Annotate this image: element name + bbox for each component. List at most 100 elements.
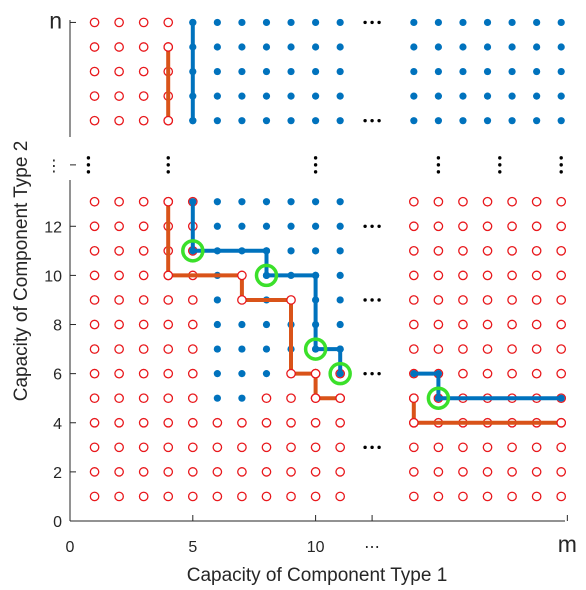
- failure-point: [482, 245, 493, 256]
- failure-point: [408, 295, 419, 305]
- failure-point: [261, 467, 272, 477]
- minimal-point-marker: [303, 337, 328, 361]
- failure-point: [531, 221, 542, 232]
- failure-point: [458, 344, 468, 354]
- failure-point: [89, 196, 100, 207]
- failure-point: [89, 245, 100, 256]
- success-point: [213, 92, 221, 100]
- success-point: [238, 67, 246, 76]
- failure-point: [163, 42, 174, 52]
- success-point: [312, 345, 320, 353]
- failure-point: [114, 17, 124, 28]
- failure-point: [89, 368, 100, 379]
- failure-point: [163, 196, 174, 207]
- success-point: [434, 117, 442, 125]
- y-tick-label: n: [49, 7, 62, 33]
- failure-point: [187, 344, 198, 354]
- success-point: [557, 394, 565, 402]
- failure-point: [531, 491, 542, 502]
- failure-point: [138, 442, 149, 453]
- failure-point: [507, 442, 517, 453]
- failure-point: [433, 344, 444, 354]
- failure-point: [482, 319, 493, 330]
- vertical-ellipsis-dot: [436, 170, 441, 174]
- success-point: [287, 43, 295, 51]
- success-point: [287, 247, 295, 255]
- failure-point: [531, 344, 542, 354]
- success-point: [238, 394, 246, 402]
- y-tick-label: 4: [53, 416, 62, 433]
- failure-point: [89, 17, 100, 28]
- y-tick-label: 0: [53, 514, 62, 531]
- success-point: [557, 117, 565, 125]
- failure-point: [163, 344, 174, 354]
- horizontal-ellipsis-dot: [377, 371, 381, 376]
- success-point: [336, 345, 344, 353]
- y-tick-label: ⋮: [46, 158, 62, 175]
- failure-point: [237, 270, 247, 281]
- success-point: [287, 92, 295, 100]
- points-layer: [89, 17, 567, 502]
- failure-point: [138, 368, 149, 379]
- success-point: [483, 43, 492, 51]
- success-point: [262, 117, 271, 125]
- y-tick-label: 12: [44, 219, 62, 236]
- success-point: [213, 222, 221, 230]
- horizontal-ellipsis-dot: [370, 20, 374, 25]
- success-point: [213, 370, 221, 378]
- x-tick-label: 0: [66, 539, 75, 556]
- success-point: [262, 370, 271, 378]
- success-point: [213, 345, 221, 353]
- vertical-ellipsis-dot: [313, 156, 318, 160]
- success-point: [238, 345, 246, 353]
- failure-point: [138, 196, 149, 207]
- success-point: [410, 92, 418, 100]
- y-tick-label: 8: [53, 318, 62, 335]
- failure-point: [556, 221, 567, 232]
- failure-point: [458, 442, 468, 453]
- failure-point: [458, 221, 468, 232]
- x-tick-label: m: [558, 531, 577, 557]
- failure-point: [458, 491, 468, 502]
- failure-point: [408, 196, 419, 207]
- success-point: [262, 247, 271, 255]
- failure-point: [286, 368, 296, 379]
- failure-point: [556, 344, 567, 354]
- failure-point: [187, 417, 198, 428]
- failure-point: [114, 66, 124, 77]
- success-point: [533, 18, 541, 27]
- success-point: [483, 18, 492, 27]
- failure-point: [212, 467, 223, 477]
- failure-point: [138, 344, 149, 354]
- failure-point: [458, 245, 468, 256]
- success-point: [213, 296, 221, 304]
- failure-point: [556, 319, 567, 330]
- failure-point: [89, 442, 100, 453]
- success-point: [262, 92, 271, 100]
- failure-point: [187, 319, 198, 330]
- failure-point: [261, 442, 272, 453]
- failure-point: [482, 368, 493, 379]
- success-point: [213, 18, 221, 27]
- failure-point: [261, 491, 272, 502]
- success-point: [336, 222, 344, 230]
- success-point: [508, 43, 516, 51]
- x-tick-label: 10: [307, 539, 325, 556]
- success-point: [434, 92, 442, 100]
- success-point: [287, 222, 295, 230]
- failure-point: [89, 491, 100, 502]
- failure-point: [89, 467, 100, 477]
- failure-point: [408, 442, 419, 453]
- vertical-ellipsis-dot: [498, 156, 502, 160]
- failure-point: [458, 319, 468, 330]
- failure-point: [556, 368, 567, 379]
- failure-point: [408, 270, 419, 281]
- success-point: [213, 198, 221, 206]
- success-point: [312, 222, 320, 230]
- failure-point: [286, 417, 296, 428]
- success-point: [287, 67, 295, 76]
- success-point: [336, 18, 344, 27]
- vertical-ellipsis-dot: [436, 163, 441, 167]
- failure-point: [482, 196, 493, 207]
- horizontal-ellipsis-dot: [363, 445, 367, 450]
